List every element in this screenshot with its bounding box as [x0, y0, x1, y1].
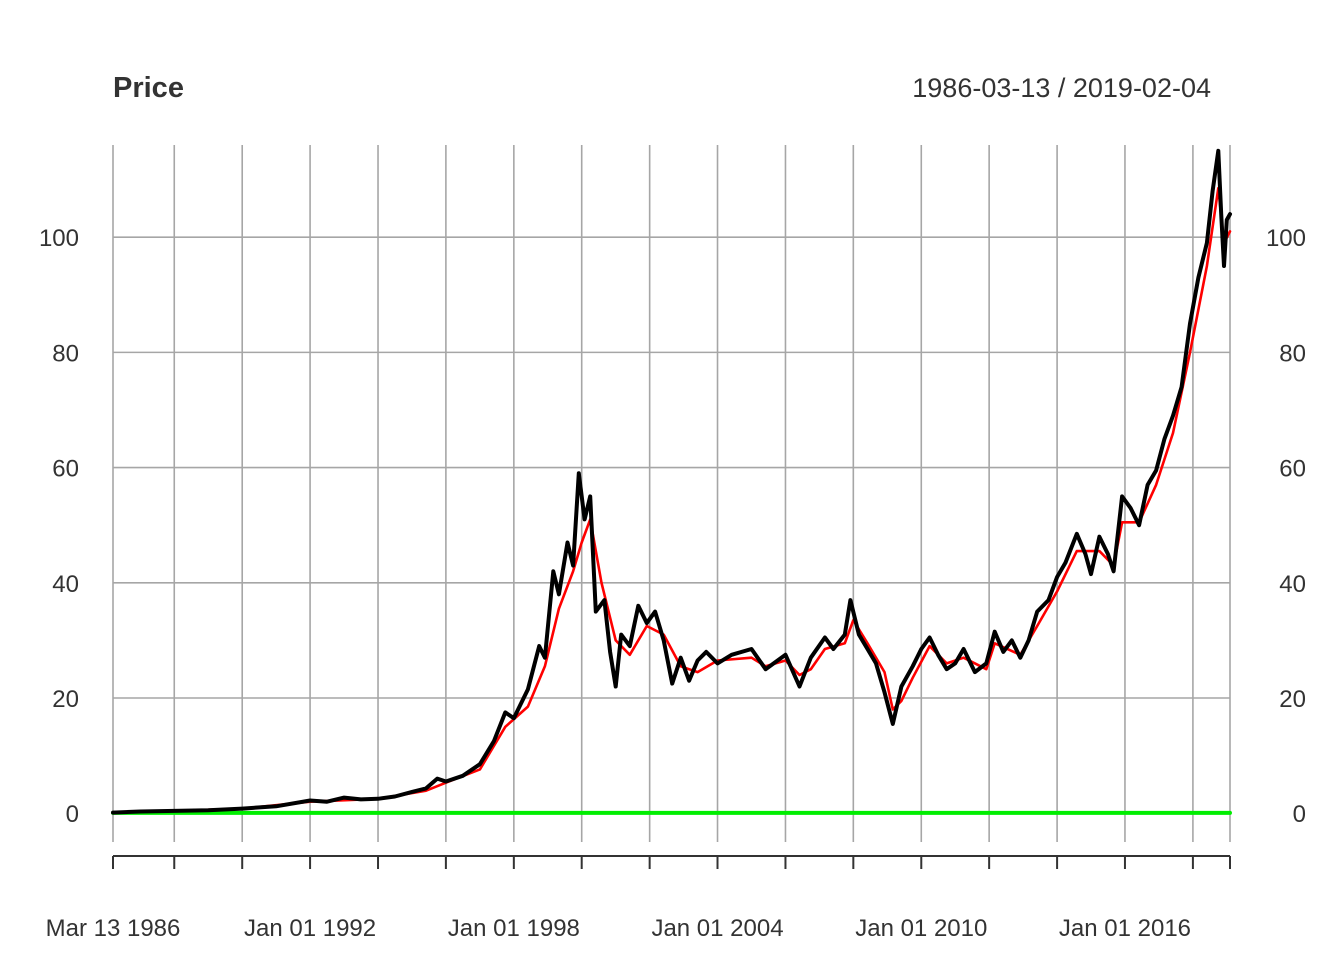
x-tick-label: Jan 01 1998	[448, 915, 580, 942]
y-tick-label-right: 80	[1279, 340, 1306, 367]
y-tick-label-right: 40	[1279, 571, 1306, 598]
x-tick-label: Jan 01 1992	[244, 915, 376, 942]
y-tick-label-right: 60	[1279, 456, 1306, 483]
series-lines	[111, 148, 1232, 815]
date-range-label: 1986-03-13 / 2019-02-04	[912, 73, 1211, 103]
chart-title: Price	[113, 72, 184, 104]
x-tick-label: Jan 01 2004	[651, 915, 783, 942]
x-tick-label: Mar 13 1986	[46, 915, 181, 942]
y-tick-label-left: 40	[52, 571, 79, 598]
y-tick-label-left: 60	[52, 456, 79, 483]
series-line-0	[111, 148, 1232, 815]
y-tick-label-right: 100	[1266, 225, 1306, 252]
y-axis-ticks: 0 0 20 20 40 40 60 60 80 80 100 100	[39, 225, 1306, 828]
series-line-1	[111, 186, 1232, 814]
y-tick-label-left: 100	[39, 225, 79, 252]
grid	[112, 145, 1231, 842]
y-tick-label-left: 80	[52, 340, 79, 367]
y-tick-label-left: 0	[66, 801, 79, 828]
y-tick-label-right: 20	[1279, 686, 1306, 713]
y-tick-label-left: 20	[52, 686, 79, 713]
x-axis: Mar 13 1986 Jan 01 1992 Jan 01 1998 Jan 01 …	[46, 855, 1231, 942]
x-tick-label: Jan 01 2010	[855, 915, 987, 942]
x-tick-label: Jan 01 2016	[1059, 915, 1191, 942]
y-tick-label-right: 0	[1293, 801, 1306, 828]
